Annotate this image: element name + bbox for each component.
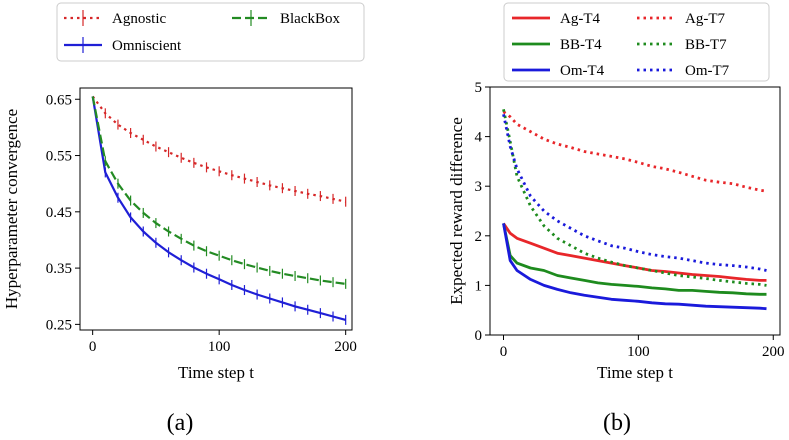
panel-caption-b: (b) <box>603 410 631 436</box>
x-tick-label: 0 <box>89 339 97 355</box>
series-line-om-t7 <box>502 114 767 272</box>
legend-b: Ag-T4 BB-T4 Om-T4 Ag-T7 BB-T7 Om-T7 <box>503 2 770 82</box>
series-line-ag-t4 <box>502 222 767 282</box>
axis-ticks-b: 0 100 200 0 1 2 3 4 5 <box>475 80 785 360</box>
legend-label-bb-t7: BB-T7 <box>685 37 727 53</box>
legend-frame <box>503 2 770 82</box>
axis-ticks-a: 0 100 200 0.25 0.35 0.45 0.55 0.65 <box>46 92 357 355</box>
series-line-bb-t7 <box>502 109 767 287</box>
x-tick-label: 100 <box>208 339 231 355</box>
series-line-ag-t7 <box>502 110 767 193</box>
y-axis-label-b: Expected reward difference <box>447 117 466 305</box>
legend-a: Agnostic Omniscient BlackBox <box>56 2 365 62</box>
y-tick-label: 1 <box>475 278 483 294</box>
plot-area-b <box>502 109 767 311</box>
x-tick-label: 100 <box>627 344 650 360</box>
y-tick-label: 0.45 <box>46 205 72 221</box>
plot-area-a <box>91 95 347 325</box>
y-tick-label: 5 <box>475 80 483 96</box>
y-tick-label: 0.35 <box>46 261 72 277</box>
x-axis-label-a: Time step t <box>178 363 254 382</box>
legend-label-agnostic: Agnostic <box>112 11 167 27</box>
legend-label-omniscient: Omniscient <box>112 38 182 54</box>
legend-label-bb-t4: BB-T4 <box>560 37 602 53</box>
legend-label-om-t4: Om-T4 <box>560 63 605 79</box>
legend-label-om-t7: Om-T7 <box>685 63 730 79</box>
legend-label-ag-t4: Ag-T4 <box>560 11 600 27</box>
y-tick-label: 0.25 <box>46 317 72 333</box>
legend-label-ag-t7: Ag-T7 <box>685 11 725 27</box>
x-axis-label-b: Time step t <box>597 363 673 382</box>
y-tick-label: 0 <box>475 328 483 344</box>
y-tick-label: 2 <box>475 229 483 245</box>
y-tick-label: 0.55 <box>46 149 72 165</box>
plot-frame-b <box>489 86 781 336</box>
x-tick-label: 200 <box>334 339 357 355</box>
legend-frame <box>56 2 365 62</box>
y-tick-label: 3 <box>475 179 483 195</box>
chart-panel-a: Agnostic Omniscient BlackBox 0 100 200 0.25 0.… <box>2 2 365 436</box>
series-line-bb-t4 <box>502 223 767 296</box>
y-axis-label-a: Hyperparameter convergence <box>2 109 21 309</box>
series-line-om-t4 <box>502 223 767 311</box>
y-tick-label: 0.65 <box>46 92 72 108</box>
y-tick-label: 4 <box>475 130 483 146</box>
x-tick-label: 200 <box>762 344 785 360</box>
series-line-blackbox <box>91 96 346 285</box>
x-tick-label: 0 <box>500 344 508 360</box>
legend-label-blackbox: BlackBox <box>280 11 340 27</box>
plot-frame-a <box>79 87 353 331</box>
panel-caption-a: (a) <box>167 410 194 436</box>
series-line-agnostic <box>91 95 346 203</box>
chart-panel-b: Ag-T4 BB-T4 Om-T4 Ag-T7 BB-T7 Om-T7 0 100 200 0 1… <box>447 2 785 436</box>
